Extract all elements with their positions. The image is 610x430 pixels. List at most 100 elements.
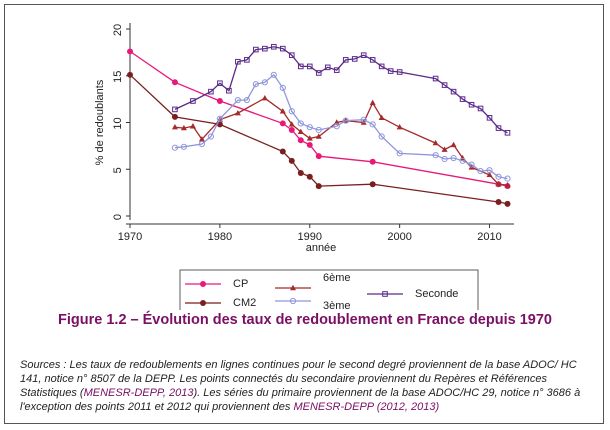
data-point [235,58,241,65]
data-point [180,143,188,150]
data-point [297,169,304,176]
x-axis-label: année [306,242,337,254]
data-point [216,97,223,104]
data-point [378,133,385,140]
data-point [495,181,502,187]
x-tick-label: 1980 [208,231,232,243]
data-point [306,135,313,141]
data-point [333,119,340,125]
data-point [279,148,286,155]
data-point [504,175,511,182]
data-point [477,105,484,112]
data-point [315,183,322,190]
data-point [261,94,268,101]
sources-text-1: Sources : Les taux de redoublements en l… [20,359,577,399]
figure-caption: Figure 1.2 – Évolution des taux de redou… [58,312,552,328]
data-point [243,96,250,104]
data-point [315,133,322,139]
sources-ref-2: MENESR-DEPP (2012, 2013) [293,401,440,413]
data-point [279,108,286,114]
data-point [253,46,259,53]
data-point [396,69,403,75]
data-point [441,155,448,163]
data-point [432,152,439,159]
data-point [207,133,214,140]
x-tick-label: 2010 [477,231,501,243]
data-point [288,126,295,133]
y-tick-label: 15 [112,71,124,83]
data-point [171,79,178,86]
sources-ref-1: MENESR-DEPP, 2013 [83,387,194,399]
figure-frame [4,4,604,424]
data-point [369,121,376,128]
data-point [315,70,322,76]
data-point [171,123,178,130]
data-point [450,88,457,95]
data-point [477,168,484,175]
data-point [288,121,295,127]
legend-label: CP [233,278,248,290]
data-point [198,136,205,142]
data-point [504,181,511,188]
data-point [288,157,295,164]
data-point [441,82,448,88]
data-point [306,141,313,148]
data-point [369,99,376,106]
data-point [378,63,385,70]
legend-label: 3ème [323,300,351,310]
series-line [174,73,508,180]
series-line [174,46,508,134]
data-point [450,154,457,162]
data-point [306,173,313,180]
legend-marker [289,297,297,305]
data-point [297,63,304,70]
data-point [297,128,304,135]
legend-marker [290,284,296,291]
y-tick-label: 20 [112,24,124,36]
y-tick-label: 10 [112,117,124,129]
data-point [504,200,511,207]
x-tick-label: 1970 [118,231,142,243]
data-point [333,67,340,73]
y-tick-label: 0 [112,214,124,220]
data-point [271,43,277,50]
data-point [217,80,223,87]
y-tick-label: 5 [112,167,124,173]
data-point [450,141,457,148]
data-point [189,123,196,129]
data-point [324,64,331,71]
data-point [198,140,206,148]
legend-marker [200,300,206,306]
legend-marker [382,291,388,297]
line-chart: 0 5 10 15 20 1970 1980 1990 2000 2010 année % de re… [94,23,514,310]
data-point [387,68,394,74]
data-point [190,98,196,104]
data-point [459,157,466,164]
data-point [369,181,376,188]
data-point [244,57,250,63]
data-point [306,124,313,131]
x-tick-label: 1990 [298,231,322,243]
data-point [369,57,376,63]
data-point [288,52,295,58]
sources-note: Sources : Les taux de redoublements en l… [20,358,592,414]
data-point [396,150,403,157]
y-axis-label: % de redoublants [94,79,106,165]
sources-text-2: ). Les séries du primaire proviennent de… [20,387,581,413]
data-point [486,115,493,121]
x-tick-label: 2000 [387,231,411,243]
data-point [279,120,286,127]
data-point [360,52,367,58]
series-CM2 [127,71,511,207]
data-point [432,139,439,146]
legend-marker [200,281,206,287]
legend [179,269,479,310]
data-point [459,96,466,102]
data-point [315,153,322,160]
data-point [180,124,187,131]
data-point [495,125,502,131]
data-point [504,129,511,136]
data-point [486,167,493,174]
data-point [315,126,322,134]
data-point [171,144,179,151]
